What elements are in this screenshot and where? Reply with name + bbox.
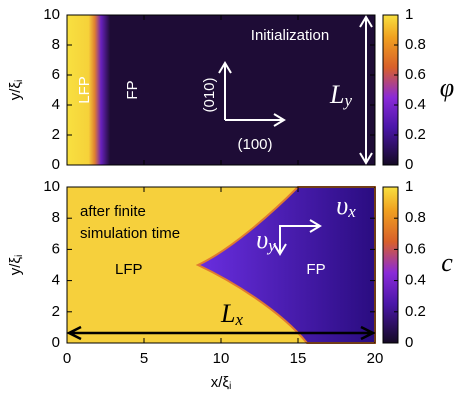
y-tick-label: 10 <box>43 6 60 23</box>
x-tick-label: 15 <box>290 350 307 367</box>
colorbar-label: φ <box>440 73 454 102</box>
colorbar-tick-label: 0 <box>405 156 413 173</box>
annotation: (010) <box>201 77 218 112</box>
colorbar <box>382 14 399 166</box>
annotation: Initialization <box>251 27 329 44</box>
y-tick-label: 0 <box>52 334 60 351</box>
annotation: after finite <box>80 203 146 220</box>
colorbar-tick-label: 1 <box>405 178 413 195</box>
colorbar-tick-label: 0 <box>405 334 413 351</box>
x-tick-label: 5 <box>140 350 148 367</box>
velocity-arrows <box>273 219 322 256</box>
annotation: υy <box>256 225 276 255</box>
annotation: Ly <box>329 80 352 110</box>
y-tick-label: 6 <box>52 240 60 257</box>
crystal-axes <box>218 61 286 127</box>
colorbar-label: c <box>441 248 453 277</box>
y-tick-label: 4 <box>52 272 60 289</box>
y-axis-label: y/ξi <box>7 255 25 276</box>
colorbar-tick-label: 0.4 <box>405 96 426 113</box>
y-tick-label: 4 <box>52 96 60 113</box>
lx-arrow <box>66 325 376 341</box>
y-tick-label: 2 <box>52 126 60 143</box>
annotation: FP <box>306 261 325 278</box>
colorbar-tick-label: 0.8 <box>405 36 426 53</box>
colorbar-tick-label: 0.6 <box>405 240 426 257</box>
annotation: FP <box>124 80 141 99</box>
annotation: (100) <box>237 136 272 153</box>
colorbar-tick-label: 0.6 <box>405 66 426 83</box>
y-tick-label: 10 <box>43 178 60 195</box>
colorbar-tick-label: 0.2 <box>405 303 426 320</box>
colorbar-tick-label: 0.8 <box>405 209 426 226</box>
x-tick-label: 10 <box>213 350 230 367</box>
x-tick-label: 20 <box>367 350 384 367</box>
y-tick-label: 6 <box>52 66 60 83</box>
annotation: LFP <box>76 76 93 104</box>
y-axis-label: y/ξi <box>7 80 25 101</box>
fp-domain <box>195 186 376 344</box>
colorbar-tick-label: 1 <box>405 6 413 23</box>
colorbar-tick-label: 0.4 <box>405 272 426 289</box>
y-tick-label: 8 <box>52 209 60 226</box>
field <box>67 15 375 165</box>
annotation: simulation time <box>80 225 180 242</box>
colorbar-tick-label: 0.2 <box>405 126 426 143</box>
annotation: υx <box>336 191 356 221</box>
y-tick-label: 8 <box>52 36 60 53</box>
annotation: Lx <box>220 299 243 329</box>
ly-arrow <box>359 15 373 165</box>
annotation: LFP <box>115 261 143 278</box>
y-tick-label: 0 <box>52 156 60 173</box>
colorbar <box>382 186 399 344</box>
x-axis-label: x/ξi <box>211 374 232 392</box>
y-tick-label: 2 <box>52 303 60 320</box>
x-tick-label: 0 <box>63 350 71 367</box>
